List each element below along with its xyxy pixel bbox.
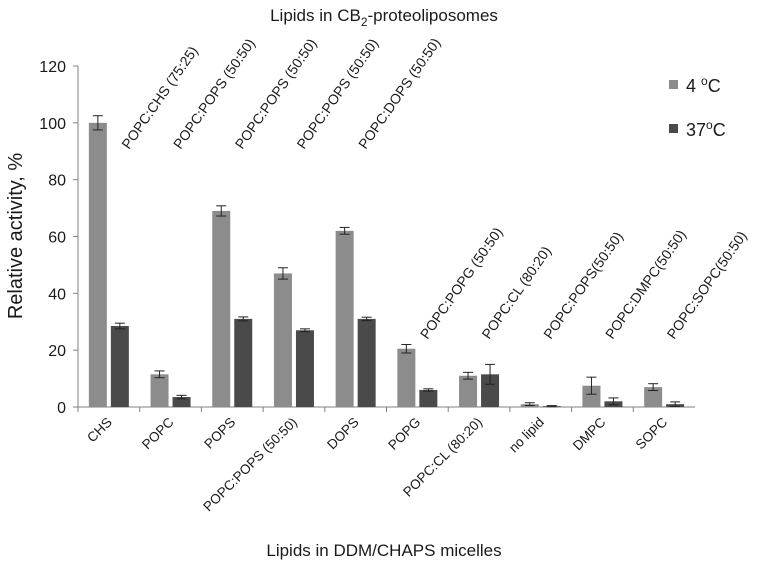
y-tick-labels: 0 20 40 60 80 100 120 [39,59,78,417]
x-tick-label: POPC [139,414,177,452]
x-tick-label: POPS [201,415,238,452]
error-bar [586,376,597,395]
y-tick-label: 100 [39,116,66,133]
bar-series1 [335,230,354,407]
y-tick-label: 20 [48,343,66,360]
error-bar [670,401,681,407]
bar-series2 [172,397,191,407]
error-bar [485,363,496,385]
legend-swatch [669,80,678,89]
error-bar [423,388,434,392]
bar-series1 [644,387,663,407]
bar-series1 [150,374,169,407]
error-bar [361,316,372,322]
bar-series1 [582,385,601,407]
bar-series1 [273,273,292,407]
legend-label: 4 oC [686,74,721,96]
x-axis-label: Lipids in DDM/CHAPS micelles [266,541,501,560]
legend-label: 37oC [686,118,726,140]
x-tick-label: CHS [84,415,115,446]
chart-title: Lipids in CB2-proteoliposomes [270,6,498,29]
bar-series2 [295,330,314,407]
x-tick-label: DOPS [324,415,362,453]
error-bar [114,322,125,330]
bar-series1 [459,375,478,407]
error-bar [92,115,103,131]
bar-series2 [234,318,253,407]
bar-series2 [481,374,500,407]
bar-series1 [397,348,416,407]
error-bar [524,402,535,407]
x-tick-label: no lipid [506,415,547,456]
error-bar [176,394,187,400]
error-bar [154,370,165,379]
legend-swatch [669,124,678,133]
bar-annotation: POPC:CL (80:20) [478,243,554,342]
y-tick-label: 80 [48,173,66,190]
legend: 4 oC 37oC [669,74,726,140]
error-bars [92,115,681,408]
y-axis-label: Relative activity, % [5,153,27,320]
bars [88,122,685,407]
error-bar [463,371,474,380]
bar-series1 [212,210,231,407]
error-bar [238,316,249,322]
bar-series2 [110,326,129,407]
bar-series1 [88,122,107,407]
bar-series2 [419,389,438,407]
error-bar [401,343,412,354]
y-tick-label: 60 [48,230,66,247]
error-bar [546,405,557,408]
y-tick-label: 40 [48,286,66,303]
error-bar [608,397,619,406]
x-tick-label: DMPC [570,414,609,453]
error-bar [299,328,310,333]
y-tick-label: 0 [57,400,66,417]
error-bar [648,383,659,392]
y-tick-label: 120 [39,59,66,76]
error-bar [277,267,288,280]
error-bar [339,226,350,235]
x-tick-label: POPG [385,415,423,453]
x-tick-label: SOPC [633,414,671,452]
error-bar [216,205,227,217]
bar-series2 [357,318,376,407]
